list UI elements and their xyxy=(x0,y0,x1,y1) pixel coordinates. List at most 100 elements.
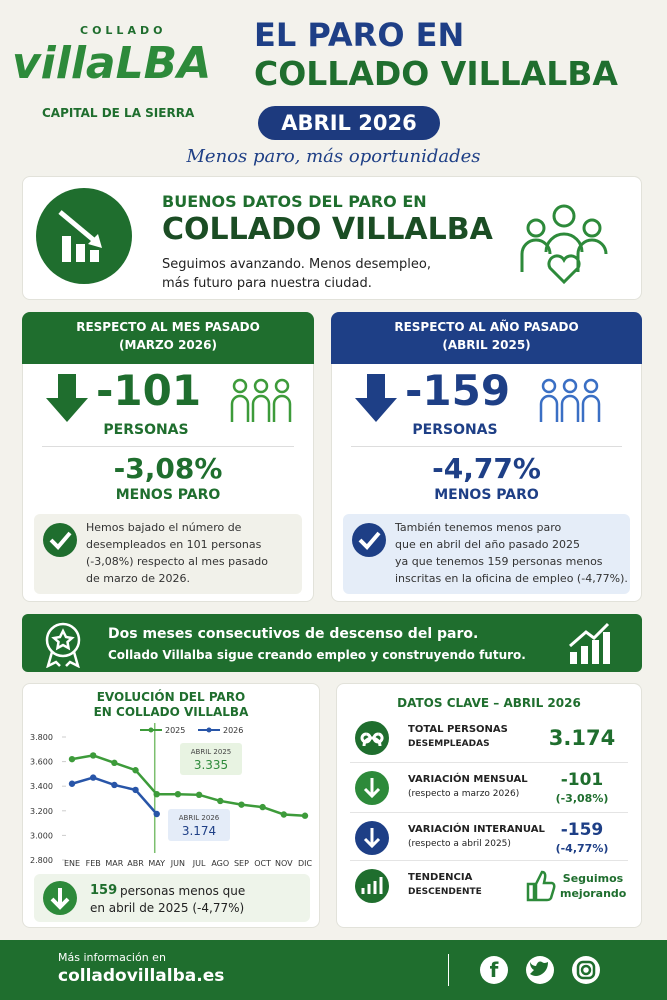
data-point xyxy=(132,767,139,774)
chart-title: EVOLUCIÓN DEL PARO xyxy=(96,690,246,704)
social-icons: f xyxy=(480,956,600,984)
x-tick-label: NOV xyxy=(275,859,293,868)
title: COLLADO VILLALBA xyxy=(254,54,618,93)
date-badge: ABRIL 2026 xyxy=(258,106,440,140)
note-text: (-3,08%) respecto al mes pasado xyxy=(86,555,269,568)
card-header xyxy=(22,312,314,364)
footer-text: Más información en xyxy=(58,951,166,964)
card-percent: -4,77% xyxy=(432,452,541,485)
card-unit: PERSONAS xyxy=(103,422,189,438)
body xyxy=(251,394,271,422)
x-tick-label: OCT xyxy=(254,859,271,868)
icon-bg xyxy=(355,869,389,903)
data-point xyxy=(217,797,224,805)
note-text: También tenemos menos paro xyxy=(395,521,562,534)
card-header-text: RESPECTO AL MES PASADO xyxy=(76,320,260,334)
footer-url: colladovillalba.es xyxy=(58,966,225,986)
banner-text: Collado Villalba sigue creando empleo y … xyxy=(108,648,526,662)
check-bg xyxy=(352,523,386,557)
body xyxy=(581,394,601,422)
note-text: inscritas en la oficina de empleo (-4,77… xyxy=(395,572,628,585)
data-point xyxy=(259,803,266,811)
tagline: Menos paro, más oportunidades xyxy=(186,146,481,167)
card-percent-label: MENOS PARO xyxy=(115,487,221,503)
annotation-label: ABRIL 2026 xyxy=(179,814,220,822)
y-tick-label: 3.400 xyxy=(30,782,53,791)
logo-sub: CAPITAL DE LA SIERRA xyxy=(42,106,195,120)
head xyxy=(541,378,557,394)
footer xyxy=(0,940,667,1000)
data-point xyxy=(280,811,288,818)
body xyxy=(539,394,559,422)
row-label: DESCENDENTE xyxy=(408,887,482,897)
check xyxy=(49,531,72,550)
card-header xyxy=(331,312,642,364)
body xyxy=(272,394,292,422)
award-icon xyxy=(45,622,81,668)
y-tick-label: 2.800 xyxy=(30,856,53,865)
y-tick-label: 3.200 xyxy=(30,807,53,816)
data-point xyxy=(111,781,118,789)
logo: villaLBA xyxy=(12,38,212,89)
row-icon xyxy=(355,771,389,805)
head xyxy=(274,378,290,394)
check-bg xyxy=(43,523,77,557)
instagram-icon[interactable] xyxy=(572,956,600,984)
check xyxy=(358,531,381,550)
legend-label: 2025 xyxy=(165,726,185,735)
x-tick-label: AGO xyxy=(211,859,229,868)
data-point xyxy=(68,780,76,787)
summary-number: 159 xyxy=(90,883,118,898)
card-header-text: RESPECTO AL AÑO PASADO xyxy=(394,320,579,334)
row-sub: (-3,08%) xyxy=(555,792,609,805)
annotation-box xyxy=(180,743,242,775)
data-point xyxy=(195,791,203,799)
chart-title: EN COLLADO VILLALBA xyxy=(93,705,249,719)
title: EL PARO EN xyxy=(254,16,465,54)
down-arrow-icon xyxy=(46,374,88,422)
row-icon xyxy=(355,721,389,755)
x-tick-label: JUL xyxy=(192,859,206,868)
card-header-text: (MARZO 2026) xyxy=(119,338,217,352)
head xyxy=(562,378,578,394)
row-value: Seguimos xyxy=(562,872,624,885)
row-value: -159 xyxy=(560,820,604,840)
x-tick-label: DIC xyxy=(298,859,313,868)
separator xyxy=(42,446,294,447)
hero-text: Seguimos avanzando. Menos desempleo, xyxy=(162,257,431,272)
icon-glyph xyxy=(363,778,381,799)
hero-icon xyxy=(36,188,132,284)
data-point xyxy=(153,810,160,818)
row-separator xyxy=(350,812,628,813)
icon-glyph xyxy=(361,877,383,894)
note-text: desempleados en 101 personas xyxy=(86,538,262,551)
summary-text: personas menos que xyxy=(120,884,246,898)
card-percent: -3,08% xyxy=(113,452,223,485)
row-label: TENDENCIA xyxy=(408,872,473,883)
legend-label: 2026 xyxy=(223,726,243,735)
annotation-value: 3.335 xyxy=(194,758,228,772)
x-tick-label: ENE xyxy=(64,859,80,868)
svg-text:f: f xyxy=(490,958,499,982)
facebook-icon[interactable] xyxy=(480,956,508,984)
card-header-text: (ABRIL 2025) xyxy=(442,338,531,352)
data-point xyxy=(89,752,97,759)
row-sub: (-4,77%) xyxy=(555,842,609,855)
hero-kicker: BUENOS DATOS DEL PARO EN xyxy=(162,192,427,211)
row-icon xyxy=(355,821,389,855)
note-box xyxy=(343,514,630,594)
card-unit: PERSONAS xyxy=(412,422,498,438)
thumb xyxy=(526,870,556,902)
banner xyxy=(22,614,642,672)
row-separator xyxy=(350,762,628,763)
x-tick-label: JUN xyxy=(170,859,185,868)
annotation-box xyxy=(168,809,230,841)
note-text: que en abril del año pasado 2025 xyxy=(395,538,580,551)
people-icon xyxy=(539,378,601,422)
note-box xyxy=(34,514,302,594)
y-tick-label: 3.000 xyxy=(30,831,53,840)
summary-box xyxy=(34,874,310,922)
data-point xyxy=(301,812,309,819)
note-text: ya que tenemos 159 personas menos xyxy=(395,555,603,568)
down-icon xyxy=(43,881,77,915)
